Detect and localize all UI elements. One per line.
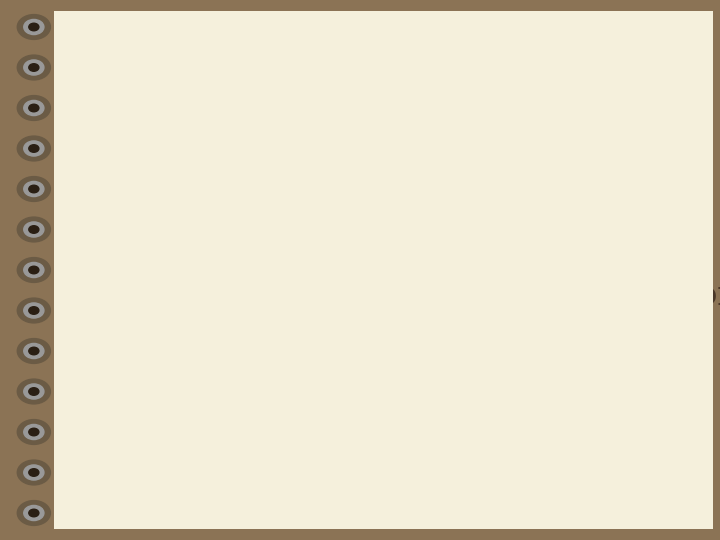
Text: – A view of the system in terms of classes and: – A view of the system in terms of class… (156, 218, 643, 237)
Text: 4: 4 (90, 159, 109, 184)
Text: also behaviour !: also behaviour ! (113, 312, 438, 346)
Text: Attributes and behaviour of a type of objects: Attributes and behaviour of a type of ob… (143, 446, 617, 465)
Text: Classes not only describe information but: Classes not only describe information bu… (113, 278, 720, 312)
Text: – All objects are instances of a certain class: – All objects are instances of a certain… (143, 483, 606, 502)
Text: Description of object types .: Description of object types . (113, 387, 589, 418)
Text: 57: 57 (667, 505, 686, 519)
Text: 4: 4 (84, 278, 105, 309)
Text: Class Diagrams: Class Diagrams (120, 63, 472, 106)
Text: relationships (associations – subtypes - … ): relationships (associations – subtypes -… (169, 253, 639, 273)
Text: Static model type: Static model type (120, 159, 392, 190)
Text: 4: 4 (84, 387, 103, 414)
